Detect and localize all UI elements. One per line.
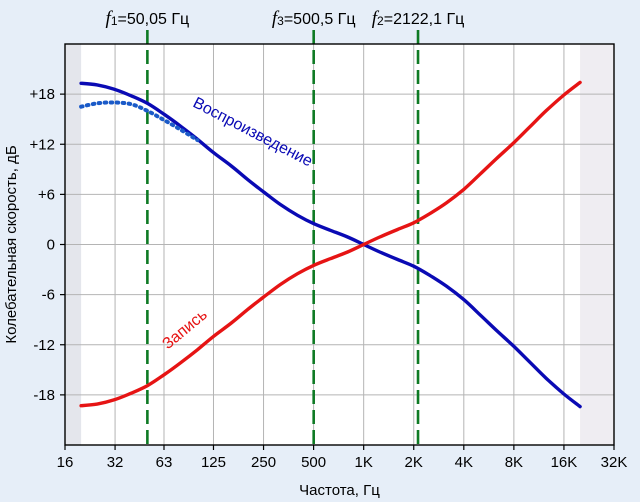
x-tick-label: 125 <box>201 454 226 471</box>
marker-label-0: f1=50,05 Гц <box>106 8 190 29</box>
y-tick-label: 0 <box>47 237 55 254</box>
x-tick-label: 1K <box>354 454 372 471</box>
x-tick-label: 8K <box>505 454 523 471</box>
y-axis-ticks: +18 +12 +6 0 -6 -12 -18 <box>30 86 65 404</box>
x-tick-label: 4K <box>455 454 473 471</box>
y-tick-label: +6 <box>38 186 55 203</box>
y-tick-label: +18 <box>30 86 55 103</box>
y-tick-label: +12 <box>30 136 55 153</box>
frequency-markers: f1=50,05 Гц f3=500,5 Гц f2=2122,1 Гц <box>106 8 465 445</box>
x-tick-label: 2K <box>405 454 423 471</box>
x-tick-label: 500 <box>301 454 326 471</box>
x-tick-label: 63 <box>156 454 173 471</box>
marker-label-2: f2=2122,1 Гц <box>372 8 465 29</box>
x-axis-label: Частота, Гц <box>299 482 380 499</box>
y-tick-label: -6 <box>42 287 55 304</box>
marker-label-1: f3=500,5 Гц <box>272 8 356 29</box>
y-tick-label: -12 <box>33 337 55 354</box>
x-tick-label: 16K <box>551 454 578 471</box>
series-line-0 <box>79 81 582 409</box>
y-axis-label: Колебательная скорость, дБ <box>3 145 20 343</box>
x-axis-ticks: 16 32 63 125 250 500 1K 2K 4K 8K 16K 32K <box>57 445 628 471</box>
series-line-2 <box>79 80 582 408</box>
x-tick-label: 250 <box>251 454 276 471</box>
y-tick-label: -18 <box>33 387 55 404</box>
x-tick-label: 16 <box>57 454 74 471</box>
x-tick-label: 32K <box>601 454 628 471</box>
series-lines <box>79 80 582 409</box>
x-tick-label: 32 <box>107 454 124 471</box>
series-line-1 <box>79 100 200 143</box>
